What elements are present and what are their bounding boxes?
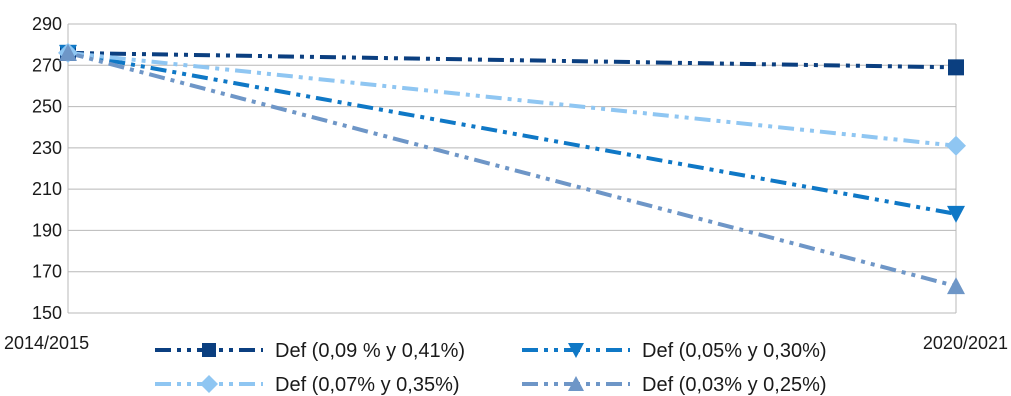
x-axis-ticks: 2014/2015 2020/2021: [4, 333, 1008, 353]
marker-triangle-down: [568, 343, 584, 358]
y-tick-label: 170: [32, 262, 62, 282]
y-tick-label: 230: [32, 138, 62, 158]
y-tick-label: 210: [32, 179, 62, 199]
y-tick-label: 190: [32, 220, 62, 240]
marker-triangle-up: [568, 376, 584, 391]
y-tick-label: 150: [32, 303, 62, 323]
marker-square: [202, 343, 216, 357]
marker-triangle-up: [59, 43, 77, 61]
series-line: [67, 50, 957, 148]
gridlines: [68, 23, 956, 314]
legend-label: Def (0,09 % y 0,41%): [275, 340, 465, 362]
y-tick-label: 250: [32, 97, 62, 117]
marker-diamond: [946, 135, 966, 156]
marker-square: [948, 59, 964, 76]
legend-label: Def (0,05% y 0,30%): [642, 340, 827, 362]
y-tick-label: 270: [32, 55, 62, 75]
marker-triangle-down: [947, 205, 965, 223]
y-tick-label: 290: [32, 14, 62, 34]
y-axis-ticks: 150 170 190 210 230 250 270 290: [32, 14, 62, 323]
series-line: [67, 50, 957, 216]
legend-label: Def (0,03% y 0,25%): [642, 374, 827, 396]
marker-diamond: [200, 375, 218, 393]
x-tick-label: 2020/2021: [923, 333, 1008, 353]
x-tick-label: 2014/2015: [4, 333, 89, 353]
series-markers: [58, 42, 966, 295]
series-lines: [67, 50, 957, 289]
legend-label: Def (0,07% y 0,35%): [275, 374, 460, 396]
marker-triangle-up: [947, 277, 965, 295]
series-line: [67, 50, 957, 289]
legend: Def (0,09 % y 0,41%) Def (0,05% y 0,30%) D…: [155, 340, 827, 396]
series-line: [67, 50, 957, 70]
